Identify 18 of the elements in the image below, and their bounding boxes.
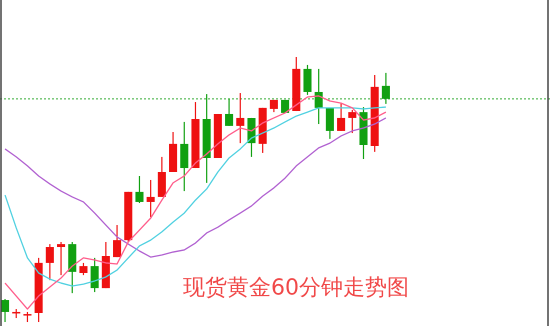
candlestick	[236, 92, 244, 144]
candlestick	[225, 98, 234, 126]
candlestick	[326, 107, 334, 140]
candlestick	[57, 241, 66, 276]
text: 现货黄金60分钟走势图	[183, 276, 409, 301]
candlestick	[146, 179, 155, 218]
candlestick	[382, 72, 390, 104]
candlestick	[79, 262, 88, 276]
candlestick	[348, 109, 356, 134]
candlestick	[337, 102, 346, 132]
candlestick	[23, 311, 32, 323]
candlestick	[135, 175, 144, 204]
candlestick	[46, 244, 54, 281]
candlestick	[12, 308, 20, 319]
candlestick	[270, 99, 278, 113]
candlestick	[303, 64, 312, 96]
candlestick	[90, 257, 99, 293]
candlestick	[113, 224, 122, 258]
